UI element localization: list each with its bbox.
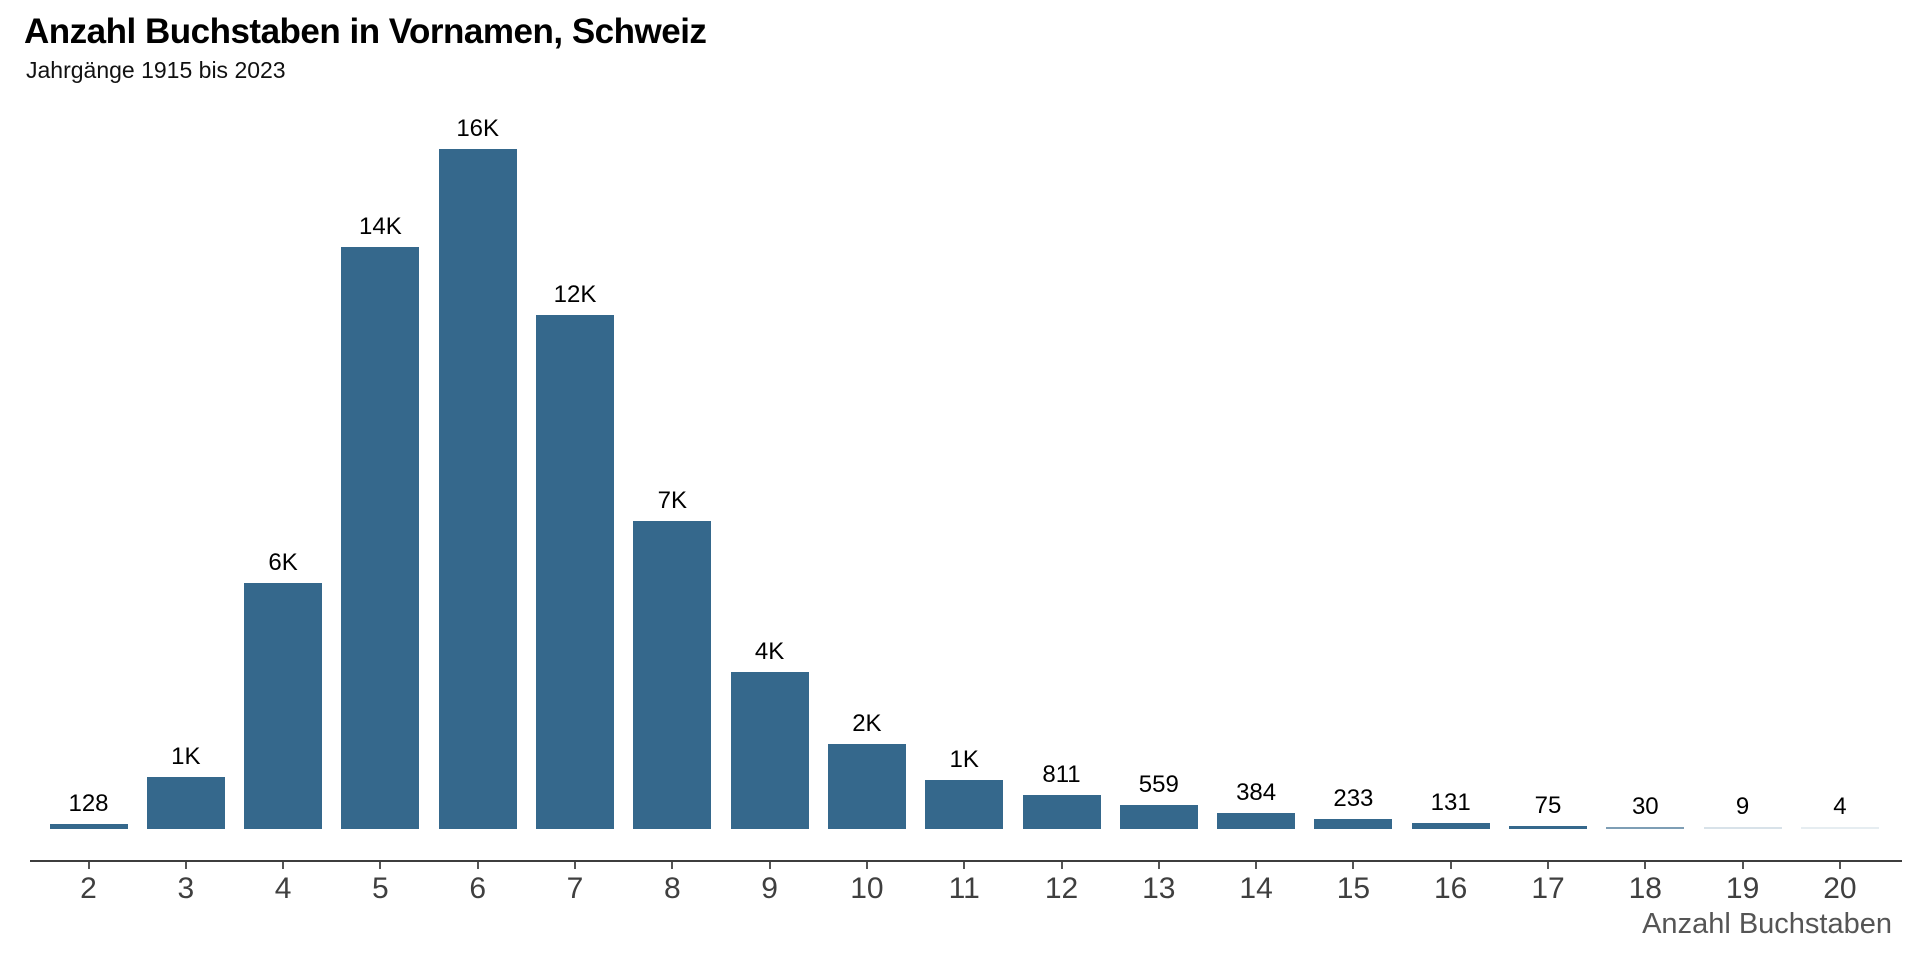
x-axis-tick bbox=[1741, 862, 1744, 869]
bar-value-label: 9 bbox=[1735, 793, 1750, 820]
x-axis-tick bbox=[963, 862, 966, 869]
bar bbox=[146, 777, 225, 829]
bar-value-label: 1K bbox=[171, 743, 201, 771]
x-axis-tick-label: 20 bbox=[1823, 872, 1857, 905]
bar-value-label: 6K bbox=[268, 548, 298, 576]
bar bbox=[244, 582, 323, 829]
bar bbox=[1119, 805, 1198, 829]
x-axis-tick bbox=[865, 862, 868, 869]
x-axis-tick-label: 19 bbox=[1725, 872, 1760, 905]
bar-value-label: 4K bbox=[754, 637, 785, 665]
bar-value-label: 559 bbox=[1138, 771, 1179, 799]
bar bbox=[1800, 827, 1879, 829]
x-axis-tick-label: 6 bbox=[469, 872, 487, 905]
bar-value-label: 131 bbox=[1430, 789, 1471, 817]
x-axis-tick-label: 3 bbox=[177, 872, 195, 905]
x-axis-tick-label: 15 bbox=[1336, 872, 1371, 905]
x-axis-tick bbox=[1644, 862, 1647, 869]
bar bbox=[925, 780, 1004, 829]
x-axis-tick bbox=[1060, 862, 1063, 869]
x-axis-tick bbox=[476, 862, 479, 869]
x-axis-tick-label: 11 bbox=[948, 872, 980, 905]
bar-value-label: 7K bbox=[657, 486, 687, 514]
bar bbox=[633, 520, 712, 829]
page-title: Anzahl Buchstaben in Vornamen, Schweiz bbox=[24, 12, 707, 51]
x-axis-tick-label: 16 bbox=[1434, 872, 1468, 905]
x-axis-tick bbox=[1352, 862, 1355, 869]
bar-value-label: 384 bbox=[1236, 778, 1277, 806]
x-axis-line bbox=[30, 860, 1902, 862]
bar-value-label: 2K bbox=[852, 710, 882, 737]
x-axis-tick bbox=[1547, 862, 1549, 869]
x-axis-tick-label: 12 bbox=[1044, 872, 1079, 905]
bar-value-label: 14K bbox=[359, 212, 402, 240]
x-axis-tick-label: 10 bbox=[850, 872, 884, 905]
bar bbox=[1411, 823, 1490, 829]
x-axis-tick-label: 5 bbox=[372, 872, 389, 905]
bar-value-label: 75 bbox=[1534, 791, 1562, 819]
bar bbox=[1509, 825, 1587, 829]
x-axis-tick bbox=[1838, 862, 1841, 869]
bar bbox=[341, 246, 420, 829]
bar bbox=[1606, 827, 1685, 829]
x-axis-tick bbox=[184, 862, 187, 869]
x-axis-tick bbox=[671, 862, 674, 869]
x-axis-tick bbox=[768, 862, 771, 869]
bar bbox=[1022, 794, 1101, 829]
x-axis-tick-label: 18 bbox=[1628, 872, 1662, 905]
x-axis-tick bbox=[1157, 862, 1160, 869]
bar bbox=[1314, 819, 1393, 829]
bar-value-label: 811 bbox=[1042, 760, 1081, 788]
bar bbox=[730, 671, 809, 829]
x-axis-tick-label: 8 bbox=[663, 872, 681, 905]
x-axis-tick bbox=[379, 862, 382, 869]
bar-value-label: 16K bbox=[456, 115, 500, 142]
x-axis-tick-label: 17 bbox=[1531, 872, 1565, 905]
bar bbox=[1217, 812, 1296, 829]
x-axis-tick-label: 7 bbox=[566, 872, 584, 905]
x-axis-tick-label: 4 bbox=[274, 872, 292, 905]
x-axis-tick bbox=[282, 862, 285, 869]
x-axis-tick bbox=[574, 862, 576, 869]
x-axis-title: Anzahl Buchstaben bbox=[1642, 908, 1892, 940]
bar bbox=[827, 744, 906, 829]
bar-value-label: 4 bbox=[1833, 793, 1847, 820]
bar bbox=[1703, 827, 1782, 829]
x-axis-tick bbox=[1255, 862, 1258, 869]
bar bbox=[49, 823, 128, 829]
x-axis-tick bbox=[87, 862, 90, 869]
x-axis-tick bbox=[1449, 862, 1452, 869]
bar-value-label: 12K bbox=[553, 280, 597, 308]
bar bbox=[438, 149, 517, 829]
bar bbox=[536, 314, 614, 829]
page-subtitle: Jahrgänge 1915 bis 2023 bbox=[26, 57, 286, 83]
x-axis-tick-label: 13 bbox=[1142, 872, 1176, 905]
bar-value-label: 1K bbox=[949, 746, 979, 774]
bar-value-label: 233 bbox=[1333, 785, 1374, 813]
x-axis-tick-label: 14 bbox=[1239, 872, 1273, 905]
bar-value-label: 30 bbox=[1631, 793, 1659, 820]
x-axis-tick-label: 2 bbox=[80, 872, 97, 905]
bar-value-label: 128 bbox=[68, 789, 109, 817]
x-axis-tick-label: 9 bbox=[761, 872, 778, 905]
